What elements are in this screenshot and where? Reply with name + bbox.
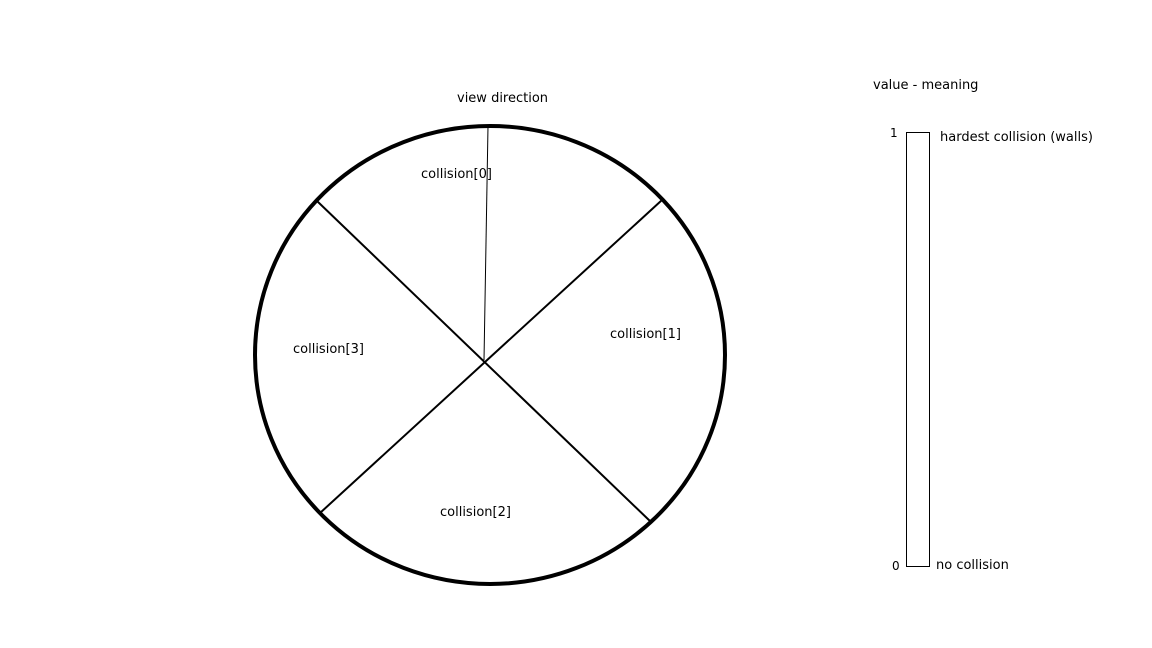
sensor-circle <box>253 124 727 586</box>
value-scale-bar <box>906 132 930 567</box>
sector-divider-right <box>319 199 663 514</box>
legend-title: value - meaning <box>873 78 979 93</box>
sector-label-collision-2: collision[2] <box>440 505 511 520</box>
view-direction-label: view direction <box>457 91 549 106</box>
scale-min-value: 0 <box>892 559 900 573</box>
sector-label-collision-1: collision[1] <box>610 327 681 342</box>
sector-label-collision-0: collision[0] <box>421 167 492 182</box>
sector-divider-left <box>316 200 652 523</box>
scale-max-meaning: hardest collision (walls) <box>940 130 1093 145</box>
scale-max-value: 1 <box>890 126 898 140</box>
view-direction-line <box>483 125 489 361</box>
sector-label-collision-3: collision[3] <box>293 342 364 357</box>
scale-min-meaning: no collision <box>936 558 1009 573</box>
